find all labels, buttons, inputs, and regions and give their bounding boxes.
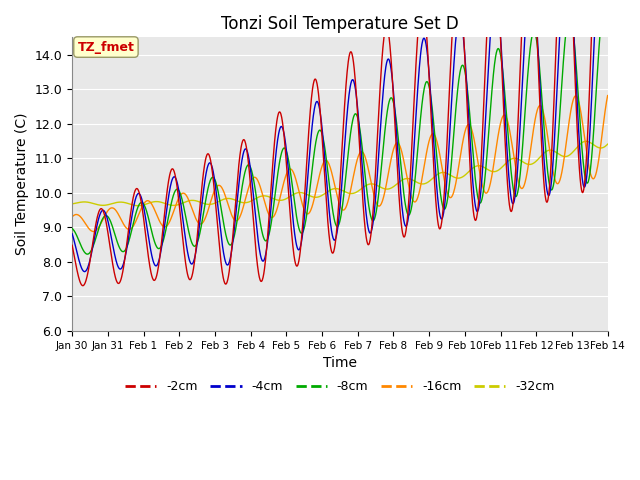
- Title: Tonzi Soil Temperature Set D: Tonzi Soil Temperature Set D: [221, 15, 459, 33]
- X-axis label: Time: Time: [323, 356, 357, 370]
- Text: TZ_fmet: TZ_fmet: [77, 40, 134, 54]
- Legend: -2cm, -4cm, -8cm, -16cm, -32cm: -2cm, -4cm, -8cm, -16cm, -32cm: [120, 375, 560, 398]
- Y-axis label: Soil Temperature (C): Soil Temperature (C): [15, 113, 29, 255]
